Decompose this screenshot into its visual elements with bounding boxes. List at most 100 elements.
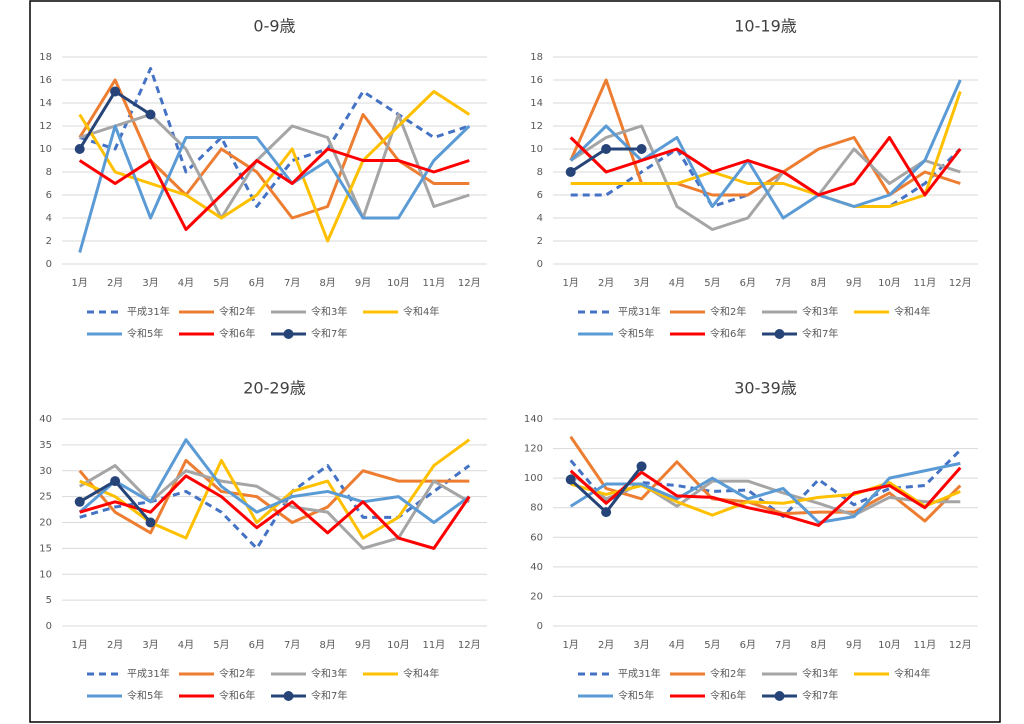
legend-label: 令和2年 <box>219 667 255 680</box>
x-tick-label: 12月 <box>458 277 481 289</box>
y-tick-label: 0 <box>46 259 52 270</box>
x-tick-label: 7月 <box>284 277 300 289</box>
x-tick-label: 2月 <box>598 639 614 651</box>
legend-label: 令和6年 <box>219 689 255 702</box>
marker <box>601 144 612 154</box>
x-tick-label: 2月 <box>598 277 614 289</box>
series-line <box>78 458 470 535</box>
x-tick-label: 9月 <box>846 277 862 289</box>
x-tick-label: 9月 <box>846 639 862 651</box>
y-tick-label: 20 <box>39 518 52 529</box>
y-tick-label: 18 <box>39 52 52 63</box>
y-tick-label: 60 <box>530 532 543 543</box>
marker <box>636 144 647 154</box>
legend-label: 平成31年 <box>127 305 170 318</box>
x-tick-label: 9月 <box>355 639 371 651</box>
legend-marker <box>283 691 294 701</box>
x-tick-label: 5月 <box>704 277 720 289</box>
x-tick-label: 3月 <box>633 639 649 651</box>
x-tick-label: 12月 <box>949 277 972 289</box>
marker <box>145 517 156 528</box>
x-tick-label: 3月 <box>142 639 158 651</box>
x-tick-label: 3月 <box>633 277 649 289</box>
x-tick-label: 6月 <box>249 277 265 289</box>
x-tick-label: 8月 <box>319 277 335 289</box>
marker <box>74 144 85 154</box>
y-tick-label: 2 <box>46 236 52 247</box>
y-tick-label: 18 <box>530 52 543 63</box>
x-tick-label: 2月 <box>107 277 123 289</box>
chart-title: 10-19歳 <box>734 17 797 36</box>
legend-label: 平成31年 <box>618 305 661 318</box>
y-tick-label: 0 <box>46 621 52 632</box>
legend-label: 令和3年 <box>802 667 838 680</box>
x-tick-label: 1月 <box>72 639 88 651</box>
series-line <box>569 466 962 527</box>
x-tick-label: 5月 <box>213 639 229 651</box>
y-tick-label: 2 <box>537 236 543 247</box>
y-tick-label: 15 <box>39 543 52 554</box>
legend-label: 令和6年 <box>710 327 746 340</box>
legend-label: 令和5年 <box>127 689 163 702</box>
y-tick-label: 10 <box>39 569 52 580</box>
chart-title: 0-9歳 <box>253 17 295 36</box>
x-tick-label: 12月 <box>458 639 481 651</box>
marker <box>110 86 121 97</box>
x-tick-label: 8月 <box>810 277 826 289</box>
series-line <box>78 438 471 524</box>
marker <box>565 474 576 485</box>
x-tick-label: 12月 <box>949 639 972 651</box>
legend-label: 令和7年 <box>802 327 838 340</box>
y-tick-label: 10 <box>39 144 52 155</box>
x-tick-label: 10月 <box>878 639 901 651</box>
series-line <box>569 124 961 231</box>
x-tick-label: 10月 <box>878 277 901 289</box>
legend-label: 令和6年 <box>219 327 255 340</box>
y-tick-label: 8 <box>537 167 543 178</box>
series-line <box>78 124 471 253</box>
series-line <box>79 113 470 220</box>
x-tick-label: 6月 <box>740 639 756 651</box>
x-tick-label: 1月 <box>563 639 579 651</box>
series-line <box>79 67 470 208</box>
x-tick-label: 4月 <box>178 277 194 289</box>
series-line <box>79 474 471 550</box>
x-tick-label: 1月 <box>72 277 88 289</box>
x-tick-label: 4月 <box>178 639 194 651</box>
marker <box>601 507 612 518</box>
y-tick-label: 25 <box>39 492 52 503</box>
chart-title: 20-29歳 <box>243 379 306 398</box>
x-tick-label: 4月 <box>669 639 685 651</box>
y-tick-label: 40 <box>39 414 52 425</box>
frame <box>29 0 1001 723</box>
series-line <box>570 481 961 517</box>
x-tick-label: 7月 <box>284 639 300 651</box>
x-tick-label: 11月 <box>914 277 937 289</box>
legend-label: 令和3年 <box>311 305 347 318</box>
legend-label: 平成31年 <box>618 667 661 680</box>
y-tick-label: 14 <box>39 98 52 109</box>
legend-label: 令和4年 <box>403 667 439 680</box>
x-tick-label: 10月 <box>387 639 410 651</box>
y-tick-label: 100 <box>524 473 543 484</box>
legend-label: 令和5年 <box>127 327 163 340</box>
x-tick-label: 9月 <box>355 277 371 289</box>
marker <box>565 167 576 177</box>
y-tick-label: 10 <box>530 144 543 155</box>
y-tick-label: 0 <box>537 621 543 632</box>
y-tick-label: 40 <box>530 562 543 573</box>
y-tick-label: 4 <box>46 213 52 224</box>
x-tick-label: 10月 <box>387 277 410 289</box>
x-tick-label: 8月 <box>810 639 826 651</box>
legend-label: 令和7年 <box>802 689 838 702</box>
y-tick-label: 140 <box>524 414 543 425</box>
y-tick-label: 8 <box>46 167 52 178</box>
y-tick-label: 16 <box>39 75 52 86</box>
y-tick-label: 6 <box>46 190 52 201</box>
x-tick-label: 6月 <box>740 277 756 289</box>
series-line <box>79 438 471 540</box>
y-tick-label: 20 <box>530 591 543 602</box>
x-tick-label: 3月 <box>142 277 158 289</box>
legend-marker <box>774 691 785 701</box>
y-tick-label: 16 <box>530 75 543 86</box>
